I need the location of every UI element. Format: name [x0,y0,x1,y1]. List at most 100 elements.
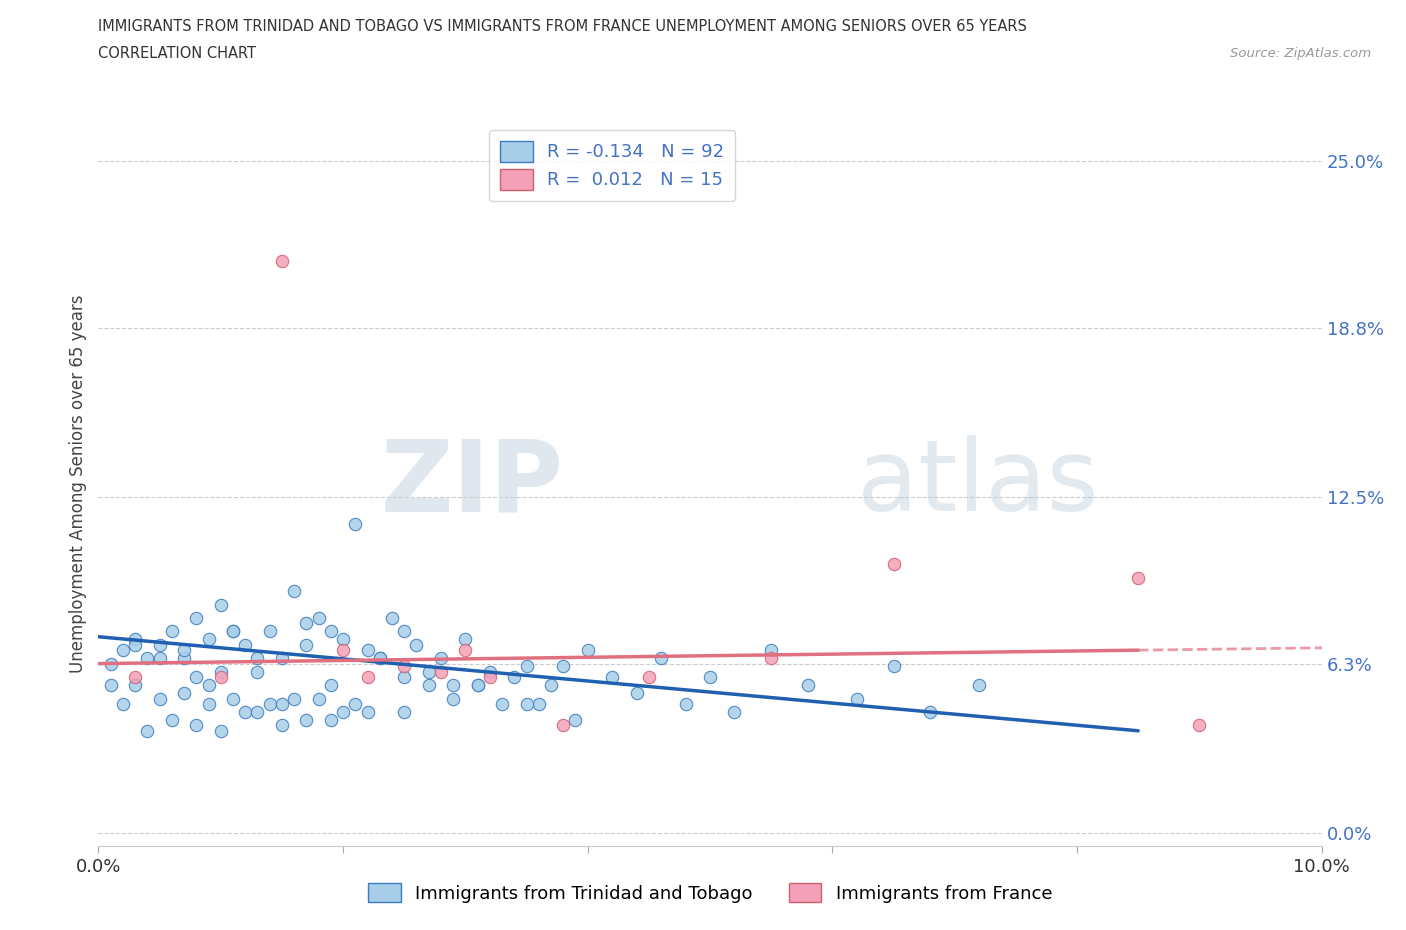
Point [100,657,122,671]
Text: Source: ZipAtlas.com: Source: ZipAtlas.com [1230,46,1371,60]
Point [149,691,172,706]
Point [516,658,538,673]
Point [270,697,292,711]
Point [637,670,661,684]
Point [467,678,489,693]
Point [160,624,183,639]
Point [454,643,477,658]
Point [149,637,172,652]
Point [626,685,648,700]
Point [308,610,330,625]
Point [883,557,905,572]
Point [246,651,269,666]
Point [209,724,232,738]
Point [233,637,256,652]
Point [319,678,342,693]
Point [540,678,562,693]
Point [467,678,489,693]
Point [197,678,219,693]
Point [136,724,159,738]
Point [209,597,232,612]
Point [319,624,342,639]
Point [491,697,513,711]
Point [576,643,599,658]
Point [967,678,990,693]
Y-axis label: Unemployment Among Seniors over 65 years: Unemployment Among Seniors over 65 years [69,295,87,672]
Point [246,664,269,679]
Point [209,664,232,679]
Point [124,670,146,684]
Point [405,637,427,652]
Point [527,697,550,711]
Text: CORRELATION CHART: CORRELATION CHART [98,46,256,61]
Point [381,610,404,625]
Point [283,584,305,599]
Point [222,624,245,639]
Point [332,632,354,647]
Point [1188,718,1211,733]
Point [650,651,672,666]
Point [356,705,378,720]
Point [759,651,782,666]
Point [332,705,354,720]
Point [675,697,697,711]
Point [136,651,159,666]
Point [454,632,477,647]
Point [222,624,245,639]
Point [392,705,416,720]
Point [259,624,281,639]
Point [149,651,172,666]
Point [553,658,575,673]
Point [368,651,391,666]
Point [173,643,195,658]
Text: atlas: atlas [856,435,1098,532]
Point [259,697,281,711]
Point [270,651,292,666]
Point [186,718,208,733]
Point [246,705,269,720]
Point [600,670,623,684]
Point [356,643,378,658]
Point [173,685,195,700]
Point [392,624,416,639]
Point [308,691,330,706]
Point [173,651,195,666]
Point [209,670,232,684]
Point [295,637,318,652]
Point [418,664,440,679]
Point [124,637,146,652]
Point [186,610,208,625]
Point [883,658,905,673]
Point [759,643,782,658]
Point [723,705,745,720]
Point [111,697,134,711]
Text: IMMIGRANTS FROM TRINIDAD AND TOBAGO VS IMMIGRANTS FROM FRANCE UNEMPLOYMENT AMONG: IMMIGRANTS FROM TRINIDAD AND TOBAGO VS I… [98,19,1028,33]
Point [124,632,146,647]
Point [295,616,318,631]
Point [124,678,146,693]
Point [503,670,526,684]
Point [197,697,219,711]
Point [564,712,586,727]
Point [270,718,292,733]
Point [845,691,868,706]
Point [392,670,416,684]
Legend: Immigrants from Trinidad and Tobago, Immigrants from France: Immigrants from Trinidad and Tobago, Imm… [361,876,1059,910]
Point [332,643,354,658]
Point [295,712,318,727]
Point [920,705,942,720]
Point [222,691,245,706]
Point [344,516,367,531]
Point [516,697,538,711]
Point [430,664,453,679]
Point [111,643,134,658]
Point [699,670,721,684]
Point [344,697,367,711]
Point [418,678,440,693]
Point [186,670,208,684]
Point [392,658,416,673]
Point [319,712,342,727]
Point [270,253,292,268]
Point [797,678,820,693]
Point [368,651,391,666]
